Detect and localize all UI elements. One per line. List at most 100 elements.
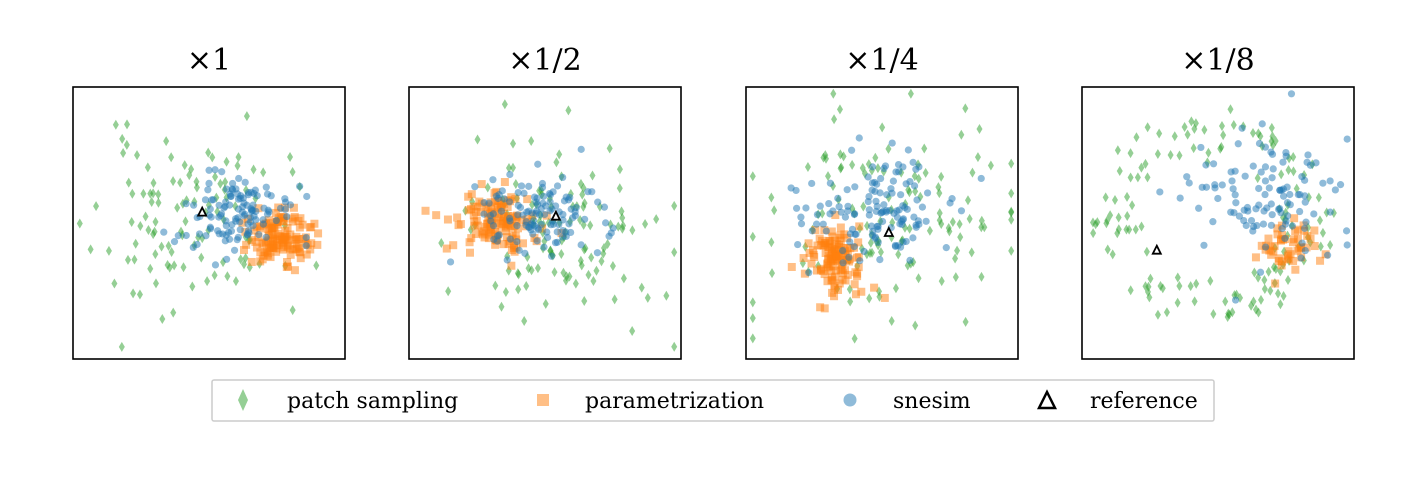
param-point	[820, 238, 829, 247]
snesim-point	[302, 233, 310, 242]
patch-point	[1144, 122, 1151, 133]
snesim-point	[1268, 174, 1276, 182]
param-point	[1286, 250, 1295, 259]
snesim-point	[1269, 165, 1277, 173]
snesim-point	[1301, 176, 1309, 184]
snesim-point	[201, 196, 210, 204]
patch-point	[1109, 249, 1116, 260]
patch-point	[907, 88, 914, 99]
param-point	[1251, 253, 1260, 262]
snesim-point	[495, 191, 503, 199]
snesim-point	[1281, 234, 1289, 243]
snesim-point	[525, 182, 533, 190]
snesim-point	[1267, 221, 1275, 229]
patch-point	[892, 283, 899, 294]
snesim-point	[227, 227, 236, 235]
legend-label-param: parametrization	[585, 389, 764, 414]
snesim-point	[551, 239, 560, 247]
snesim-point	[252, 207, 260, 215]
patch-point	[198, 252, 205, 263]
snesim-point	[202, 232, 210, 240]
snesim-point	[230, 246, 239, 254]
patch-point	[1115, 212, 1122, 223]
patch-point	[671, 200, 678, 211]
snesim-point	[872, 207, 880, 215]
snesim-point	[845, 253, 853, 261]
param-point	[830, 292, 839, 301]
snesim-point	[276, 204, 285, 212]
param-point	[832, 266, 841, 275]
patch-point	[235, 152, 242, 163]
param-point	[286, 250, 295, 259]
snesim-point	[272, 216, 280, 225]
reference-point	[196, 205, 208, 217]
snesim-point	[302, 242, 310, 250]
param-point	[1270, 242, 1279, 251]
patch-point	[619, 212, 626, 223]
patch-point	[769, 268, 776, 279]
snesim-point	[897, 191, 905, 199]
patch-point	[966, 213, 973, 224]
param-point	[1273, 230, 1282, 239]
patch-point	[1157, 281, 1164, 292]
param-point	[256, 257, 265, 266]
snesim-point	[1304, 151, 1312, 159]
patch-point	[616, 164, 623, 175]
snesim-point	[864, 197, 872, 206]
param-point	[825, 262, 834, 271]
snesim-point	[888, 139, 896, 147]
param-point	[821, 248, 830, 257]
snesim-point	[505, 214, 514, 222]
param-point	[523, 195, 532, 204]
patch-point	[1174, 272, 1181, 283]
snesim-point	[1343, 241, 1351, 249]
patch-point	[260, 167, 267, 178]
snesim-point	[559, 210, 567, 219]
snesim-point	[263, 210, 272, 218]
patch-point	[142, 211, 149, 222]
snesim-point	[521, 249, 529, 257]
patch-point	[768, 192, 775, 203]
param-point	[1273, 224, 1282, 233]
snesim-point	[584, 188, 592, 196]
param-point	[288, 214, 297, 223]
snesim-point	[520, 189, 528, 197]
patch-point	[217, 178, 224, 189]
param-point	[283, 258, 292, 267]
snesim-point	[1247, 216, 1256, 225]
patch-point	[528, 135, 535, 146]
panel-frame	[72, 86, 346, 360]
patch-point	[620, 273, 627, 284]
snesim-point	[1197, 143, 1205, 152]
snesim-point	[517, 182, 526, 190]
snesim-points	[1156, 90, 1351, 304]
patch-point	[140, 188, 147, 199]
snesim-point	[522, 218, 530, 226]
snesim-point	[566, 193, 574, 202]
snesim-point	[220, 204, 228, 212]
param-point	[512, 217, 521, 226]
patch-point	[620, 220, 627, 231]
snesim-point	[948, 195, 956, 203]
patch-point	[804, 161, 811, 172]
snesim-point	[893, 207, 901, 215]
param-point	[880, 293, 889, 302]
param-point	[293, 244, 302, 253]
patch-point	[525, 263, 532, 274]
snesim-point	[1302, 218, 1310, 226]
patch-point	[572, 278, 579, 289]
legend-label-patch: patch sampling	[287, 389, 458, 414]
patch-point	[1218, 120, 1225, 131]
patch-point	[749, 313, 756, 324]
snesim-point	[577, 145, 585, 153]
param-point	[247, 257, 256, 266]
patch-point	[1272, 264, 1279, 275]
patch-point	[1290, 151, 1297, 162]
patch-point	[209, 152, 216, 163]
snesim-point	[514, 188, 522, 197]
param-point	[467, 190, 476, 199]
patch-point	[1188, 116, 1195, 127]
snesim-point	[223, 185, 231, 193]
patch-point	[819, 208, 826, 219]
param-point	[467, 234, 476, 243]
